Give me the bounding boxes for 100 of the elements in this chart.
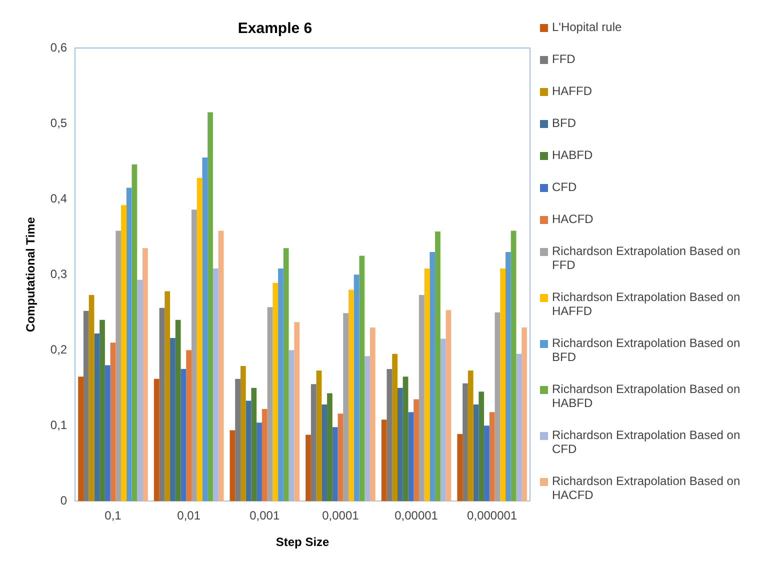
bar — [230, 430, 236, 502]
legend-label: HABFD — [552, 148, 593, 162]
legend-label: Richardson Extrapolation Based on HAFFD — [552, 290, 742, 318]
x-tick-label: 0,0001 — [322, 508, 360, 523]
bar — [446, 310, 452, 502]
bar — [132, 164, 138, 502]
bar — [126, 188, 132, 502]
bar — [473, 404, 479, 502]
bar — [196, 178, 202, 502]
bar — [424, 268, 430, 502]
bar — [522, 327, 527, 502]
bar — [510, 230, 516, 502]
bar — [435, 232, 440, 502]
y-tick-label: 0,6 — [50, 40, 68, 54]
bar — [381, 420, 387, 502]
bar — [478, 392, 484, 502]
bar — [116, 230, 122, 502]
bar — [272, 282, 278, 502]
y-tick-label: 0 — [60, 494, 68, 508]
bar — [191, 210, 197, 502]
bar — [283, 248, 289, 502]
legend-label: CFD — [552, 180, 577, 194]
bar — [457, 434, 463, 502]
bar — [392, 354, 398, 502]
x-axis-title: Step Size — [276, 535, 330, 550]
bar — [256, 422, 262, 502]
bar — [402, 376, 408, 502]
bar — [83, 310, 89, 502]
bar — [397, 388, 403, 502]
bar — [88, 294, 94, 502]
bar — [500, 268, 506, 502]
bar — [110, 342, 116, 502]
x-tick-label: 0,001 — [250, 508, 280, 523]
bar — [414, 399, 419, 502]
y-tick-label: 0,1 — [50, 418, 68, 432]
legend-label: Richardson Extrapolation Based on CFD — [552, 428, 742, 456]
bar — [137, 280, 143, 502]
bar — [235, 378, 240, 502]
bar — [142, 248, 148, 502]
bar — [218, 230, 224, 502]
legend-label: BFD — [552, 116, 576, 130]
x-tick-label: 0,1 — [104, 508, 122, 523]
x-tick-label: 0,00001 — [394, 508, 438, 523]
bar — [364, 356, 370, 502]
bar — [310, 384, 316, 502]
bar — [386, 369, 392, 502]
bar — [208, 112, 213, 502]
y-tick-label: 0,3 — [50, 266, 68, 281]
legend-label: Richardson Extrapolation Based on BFD — [552, 336, 742, 364]
bar — [246, 400, 252, 502]
legend-label: HACFD — [552, 212, 594, 226]
bar — [484, 426, 490, 502]
bar — [262, 409, 268, 502]
bar — [494, 312, 500, 502]
bar — [359, 256, 365, 502]
legend-label: Richardson Extrapolation Based on FFD — [552, 244, 742, 272]
bar — [418, 294, 424, 502]
bar — [408, 412, 414, 502]
bar — [489, 412, 495, 502]
bar — [240, 366, 246, 502]
bar — [440, 338, 446, 502]
y-axis-title: Computational Time — [24, 216, 38, 332]
bar — [104, 365, 110, 502]
x-tick-label: 0,01 — [177, 508, 201, 523]
bar — [294, 322, 300, 502]
bar — [100, 320, 105, 502]
bar — [506, 252, 511, 502]
bar — [327, 393, 332, 502]
bar — [78, 376, 84, 502]
bar — [370, 327, 376, 502]
bar — [462, 383, 468, 502]
chart-title: Example 6 — [238, 20, 312, 38]
y-tick-label: 0,2 — [50, 342, 68, 356]
bar — [332, 427, 338, 502]
bar — [251, 388, 257, 502]
bar — [175, 320, 181, 502]
bar — [180, 369, 186, 502]
bar — [154, 378, 160, 502]
bar — [159, 308, 165, 502]
bar — [164, 291, 170, 502]
bar — [348, 290, 354, 502]
bar — [121, 205, 126, 502]
bar — [516, 354, 522, 502]
bar — [316, 370, 322, 502]
legend-label: L'Hopital rule — [552, 20, 622, 34]
legend-label: Richardson Extrapolation Based on HACFD — [552, 474, 742, 502]
bar — [288, 350, 294, 502]
bar — [468, 370, 474, 502]
bar — [170, 338, 176, 502]
bar — [343, 313, 348, 502]
bar — [267, 307, 273, 502]
legend-label: FFD — [552, 52, 576, 66]
bar — [278, 268, 284, 502]
bar — [186, 350, 192, 502]
legend-label: Richardson Extrapolation Based on HABFD — [552, 382, 742, 410]
x-tick-label: 0,000001 — [467, 508, 518, 523]
y-tick-label: 0,5 — [50, 116, 68, 130]
bar — [322, 404, 328, 502]
bar — [354, 274, 360, 502]
legend-label: HAFFD — [552, 84, 592, 98]
